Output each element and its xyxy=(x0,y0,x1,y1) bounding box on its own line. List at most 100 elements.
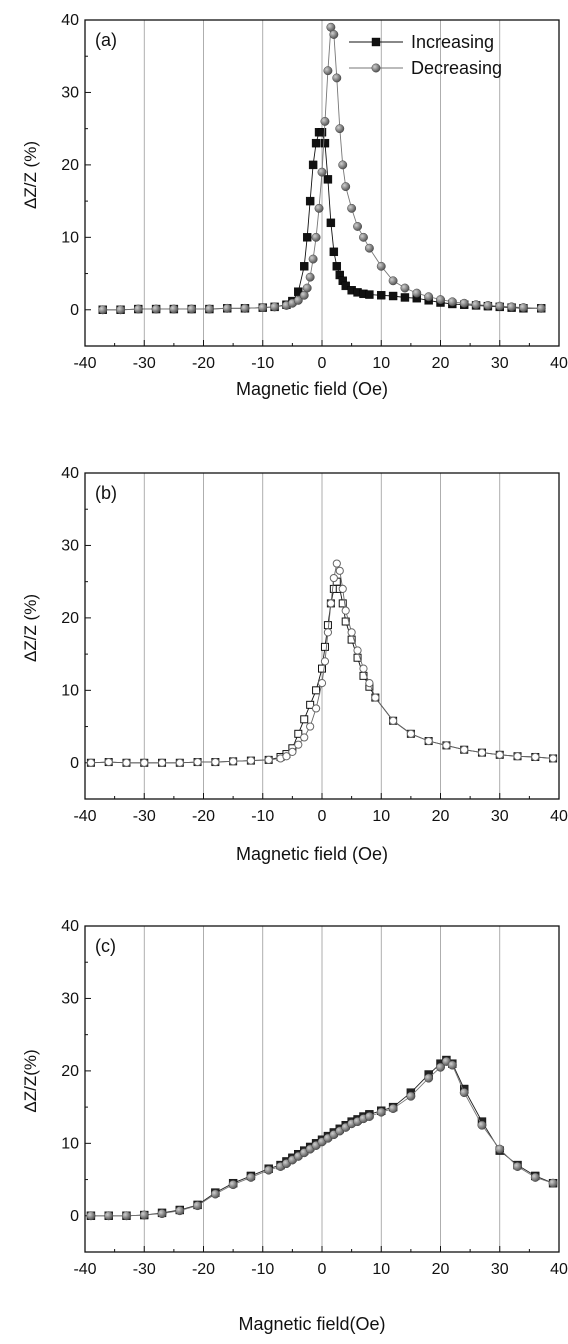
x-tick-label: -40 xyxy=(73,1261,96,1278)
data-point-s2 xyxy=(477,1120,487,1130)
data-point-s2 xyxy=(86,758,96,767)
data-point-s2 xyxy=(187,304,197,314)
data-point-s2 xyxy=(157,758,167,767)
data-point-s2 xyxy=(347,203,357,213)
data-point-s2 xyxy=(519,303,528,313)
plot-area xyxy=(86,1055,558,1221)
data-point-s2 xyxy=(424,292,434,302)
data-point-s2 xyxy=(359,664,368,673)
data-point-s2 xyxy=(302,283,312,293)
y-tick-label: 20 xyxy=(61,1063,79,1080)
data-point-s1 xyxy=(300,262,309,271)
data-point-s2 xyxy=(270,302,280,312)
data-point-s2 xyxy=(531,752,540,762)
data-point-s2 xyxy=(530,1172,540,1182)
x-tick-label: 30 xyxy=(491,1261,509,1278)
x-tick-label: -30 xyxy=(133,355,156,372)
y-tick-label: 0 xyxy=(70,1208,79,1225)
data-point-s2 xyxy=(335,124,345,134)
data-point-s2 xyxy=(459,1088,469,1098)
data-point-s2 xyxy=(314,203,324,213)
data-point-s2 xyxy=(332,559,341,568)
data-point-s2 xyxy=(436,1062,445,1072)
data-point-s1 xyxy=(365,290,374,299)
data-point-s2 xyxy=(294,740,303,749)
data-point-s2 xyxy=(347,628,356,637)
y-tick-label: 30 xyxy=(61,990,79,1007)
x-tick-label: -20 xyxy=(192,1261,215,1278)
x-tick-label: 10 xyxy=(372,808,390,825)
data-point-s2 xyxy=(460,745,469,754)
x-tick-label: 0 xyxy=(318,1261,327,1278)
chart-panel-3: -40 -30 -20 -10 0 10 20 30 40 0 10 20 30 40 Magnetic f… xyxy=(21,918,568,1334)
x-tick-label: -10 xyxy=(251,1261,274,1278)
data-point-s2 xyxy=(412,288,422,298)
data-point-s2 xyxy=(329,573,338,583)
data-point-s2 xyxy=(305,272,315,282)
data-point-s1 xyxy=(323,175,333,184)
x-tick-label: -30 xyxy=(133,1261,156,1278)
y-tick-label: 0 xyxy=(70,755,79,772)
plot-area xyxy=(86,559,558,767)
data-point-s2 xyxy=(353,222,362,231)
data-point-s2 xyxy=(139,1210,149,1220)
data-point-s2 xyxy=(326,599,335,608)
x-tick-label: 20 xyxy=(432,808,450,825)
data-point-s2 xyxy=(175,1206,185,1216)
data-point-s2 xyxy=(204,304,214,314)
data-point-s1 xyxy=(317,128,327,137)
data-point-s2 xyxy=(229,757,238,766)
data-point-s2 xyxy=(513,1162,522,1171)
data-point-s2 xyxy=(513,752,522,761)
data-point-s2 xyxy=(116,305,126,315)
data-point-s2 xyxy=(335,566,344,575)
data-point-s2 xyxy=(332,73,342,83)
data-point-s2 xyxy=(320,116,330,126)
data-point-s2 xyxy=(311,704,321,713)
legend-marker xyxy=(371,37,381,47)
data-point-s1 xyxy=(312,686,321,695)
data-point-s2 xyxy=(193,1201,203,1211)
data-point-s2 xyxy=(459,298,469,308)
data-point-s2 xyxy=(222,303,232,313)
x-tick-label: -20 xyxy=(192,355,215,372)
y-tick-label: 30 xyxy=(61,84,79,101)
data-point-s2 xyxy=(308,254,318,264)
x-tick-label: -30 xyxy=(133,808,156,825)
data-point-s2 xyxy=(264,1165,274,1175)
data-point-s2 xyxy=(371,693,380,702)
data-point-s1 xyxy=(320,642,329,651)
data-point-s2 xyxy=(536,303,546,313)
data-point-s2 xyxy=(306,722,315,731)
data-point-s2 xyxy=(548,754,558,763)
x-tick-label: 20 xyxy=(432,1261,450,1278)
data-point-s1 xyxy=(323,621,332,630)
data-point-s2 xyxy=(338,160,348,170)
data-point-s2 xyxy=(436,295,445,305)
data-point-s1 xyxy=(302,233,312,242)
data-point-s1 xyxy=(332,262,342,271)
data-point-s2 xyxy=(447,297,457,307)
data-point-s2 xyxy=(548,1178,558,1188)
data-point-s2 xyxy=(320,657,330,666)
data-point-s2 xyxy=(300,733,309,742)
data-point-s1 xyxy=(300,715,309,724)
data-point-s2 xyxy=(442,741,451,750)
data-point-s1 xyxy=(320,138,330,148)
x-tick-label: 20 xyxy=(432,355,450,372)
data-point-s2 xyxy=(495,750,504,759)
data-point-s2 xyxy=(323,66,333,76)
y-tick-label: 20 xyxy=(61,610,79,627)
y-axis-label: ΔZ/Z (%) xyxy=(21,594,40,662)
data-point-s2 xyxy=(86,1211,96,1221)
data-point-s2 xyxy=(104,1211,114,1221)
data-point-s1 xyxy=(338,599,347,608)
data-point-s1 xyxy=(318,664,326,673)
y-tick-label: 30 xyxy=(61,537,79,554)
y-tick-label: 10 xyxy=(61,1135,79,1152)
x-tick-label: 0 xyxy=(318,355,327,372)
legend-label: Increasing xyxy=(411,32,494,52)
data-point-s2 xyxy=(400,283,410,293)
data-point-s1 xyxy=(341,617,350,626)
data-point-s2 xyxy=(211,757,220,767)
